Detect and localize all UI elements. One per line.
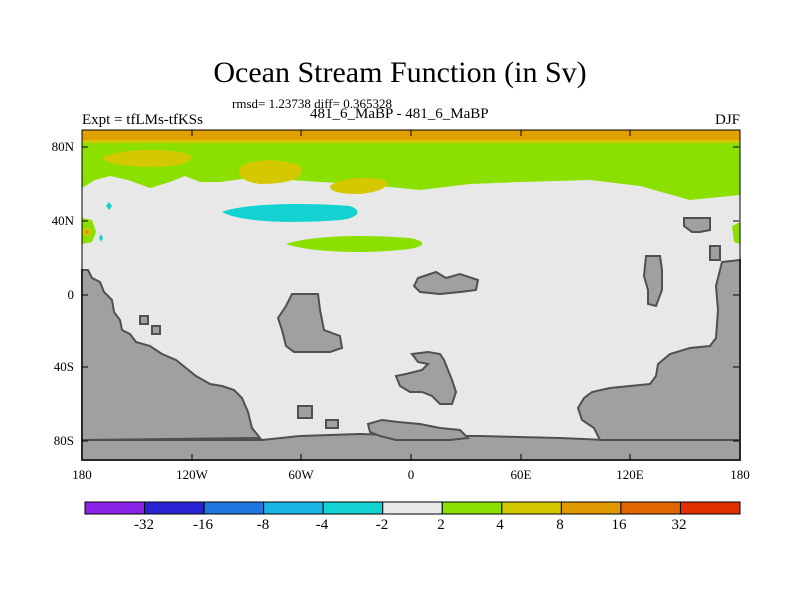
colorbar-label: -4 [315, 517, 329, 533]
land-scotia [366, 418, 471, 441]
lat-label: 80S [53, 433, 74, 448]
stats-text: rmsd= 1.23738 diff= 0.365328 [232, 96, 392, 111]
yellow-patch-1 [102, 150, 191, 167]
colorbar-swatch [560, 501, 622, 515]
lon-label: 0 [407, 467, 415, 482]
colorbar-swatch [84, 501, 146, 515]
colorbar-label: -8 [256, 517, 270, 533]
positive-peak-west-core [85, 230, 89, 234]
axis-ticks [82, 130, 739, 460]
land-mid-blob [276, 293, 344, 353]
positive-contour-band [82, 140, 740, 200]
land-south-atlantic [394, 350, 458, 405]
land-small-island-1 [297, 405, 313, 419]
lon-label: 60E [510, 467, 532, 482]
polar-band-line [82, 140, 740, 143]
land-east-islands-3 [709, 245, 721, 261]
season-label: DJF [714, 112, 740, 128]
plot-title: Ocean Stream Function (in Sv) [213, 56, 587, 89]
positive-contour-blob [286, 236, 423, 252]
plot-subtitle: 481_6_MaBP - 481_6_MaBP [310, 106, 489, 122]
land-islands-2 [151, 325, 161, 335]
positive-contour-east [732, 222, 740, 244]
land-americas [81, 269, 263, 442]
lon-label: 120E [616, 467, 644, 482]
colorbar-swatch [501, 501, 562, 515]
colorbar-swatch [679, 501, 741, 515]
land-equatorial [412, 270, 480, 296]
colorbar-label: -2 [375, 517, 389, 533]
land-small-island-2 [325, 419, 339, 429]
colorbar [84, 501, 741, 515]
colorbar-label: -16 [193, 517, 213, 533]
colorbar-label: 16 [611, 517, 627, 533]
lat-label: 80N [51, 139, 74, 154]
lon-label: 180 [72, 467, 92, 482]
colorbar-swatch [144, 501, 205, 515]
lat-label: 40N [51, 213, 74, 228]
colorbar-swatch [620, 501, 681, 515]
land-islands-1 [139, 315, 149, 325]
lat-label: 0 [67, 287, 75, 302]
colorbar-label: 4 [496, 517, 504, 533]
colorbar-label: -32 [134, 517, 154, 533]
lon-label: 60W [288, 467, 314, 482]
lon-label: 180 [730, 467, 750, 482]
land-masses [81, 217, 741, 461]
colorbar-swatch [322, 501, 384, 515]
land-east-islands-1 [642, 255, 663, 308]
experiment-label: Expt = tfLMs-tfKSs [82, 112, 203, 128]
negative-contour-dot-2 [99, 234, 103, 242]
colorbar-swatch [203, 501, 265, 515]
land-australia [576, 258, 741, 441]
colorbar-swatch [382, 501, 443, 515]
yellow-patch-3 [330, 178, 388, 194]
negative-contour-dot-1 [106, 202, 112, 210]
colorbar-label: 2 [437, 517, 445, 533]
yellow-patch-2 [238, 160, 302, 184]
colorbar-label: 32 [671, 517, 687, 533]
negative-contour-blob [222, 204, 358, 222]
land-east-islands-2 [683, 217, 711, 233]
colorbar-label: 8 [556, 517, 564, 533]
map-panel [81, 129, 741, 461]
lon-label: 120W [176, 467, 208, 482]
colorbar-swatch [441, 501, 503, 515]
lat-label: 40S [53, 359, 74, 374]
colorbar-swatch [263, 501, 324, 515]
